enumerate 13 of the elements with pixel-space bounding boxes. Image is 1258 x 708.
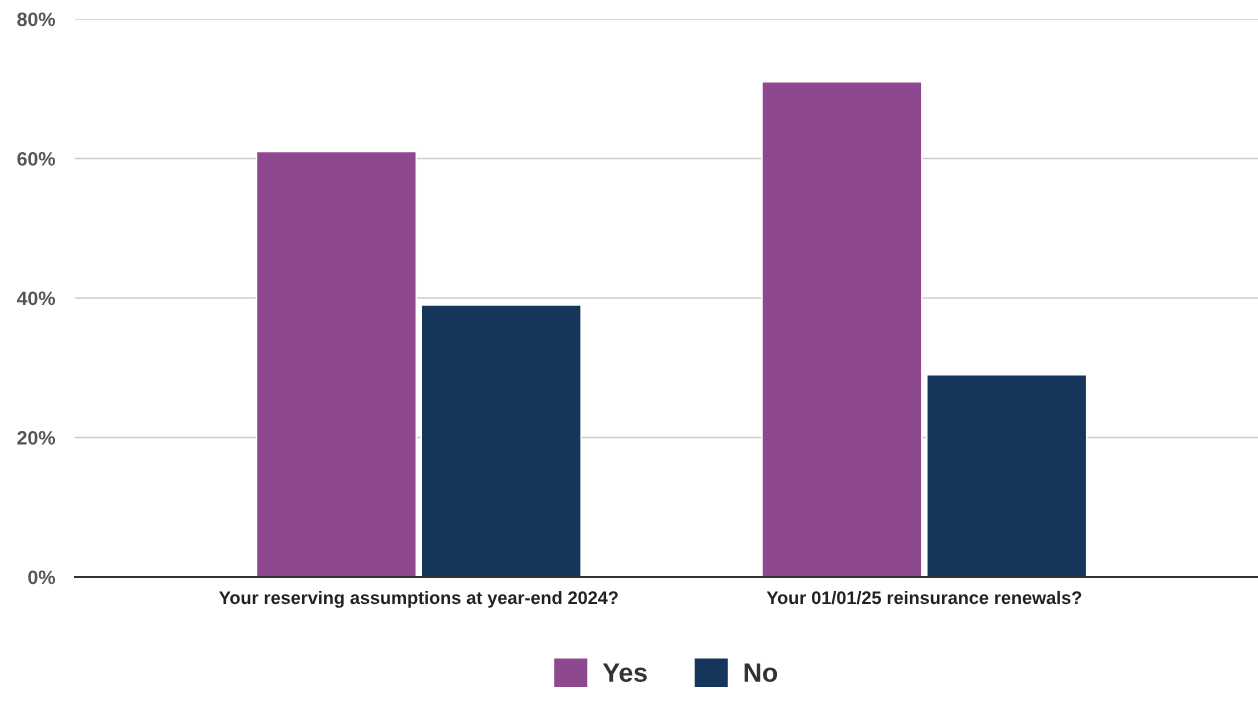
legend-label: No bbox=[744, 663, 778, 682]
bar bbox=[255, 150, 417, 577]
y-tick-label: 80% bbox=[17, 12, 56, 27]
x-tick-label: Your reserving assumptions at year-end 2024? bbox=[219, 590, 618, 608]
y-tick-label: 20% bbox=[17, 430, 56, 445]
y-tick-label: 60% bbox=[17, 151, 56, 166]
legend-label: Yes bbox=[602, 663, 647, 682]
bar bbox=[926, 374, 1088, 577]
y-tick-label: 40% bbox=[16, 291, 56, 306]
y-tick-label: 0% bbox=[28, 570, 56, 585]
x-tick-label: Your 01/01/25 reinsurance renewals? bbox=[766, 590, 1082, 605]
bar bbox=[420, 304, 582, 577]
bar bbox=[761, 81, 923, 577]
